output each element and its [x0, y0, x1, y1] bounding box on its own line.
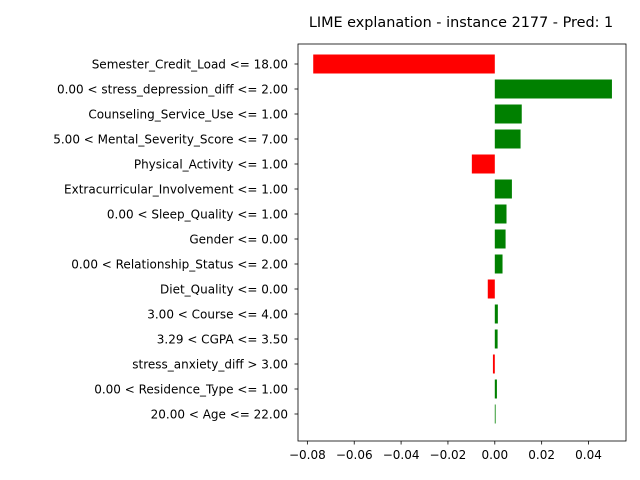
bar	[494, 179, 512, 199]
y-tick-label: 20.00 < Age <= 22.00	[151, 408, 288, 422]
y-tick-label: 0.00 < Relationship_Status <= 2.00	[71, 258, 288, 272]
y-tick-label: 3.00 < Course <= 4.00	[147, 308, 288, 322]
bar	[492, 354, 495, 374]
bar	[494, 254, 503, 274]
y-tick-labels: Semester_Credit_Load <= 18.00 0.00 < stre…	[53, 58, 298, 422]
x-tick-label: −0.04	[383, 448, 420, 462]
x-tick-label: 0.02	[528, 448, 555, 462]
bar	[487, 279, 495, 299]
x-ticks: −0.08 −0.06 −0.04 −0.02 0.00 0.02 0.04	[289, 441, 602, 462]
y-tick-label: 0.00 < stress_depression_diff <= 2.00	[57, 83, 288, 97]
y-tick-label: stress_anxiety_diff > 3.00	[132, 358, 288, 372]
y-tick-label: Gender <= 0.00	[189, 233, 288, 247]
y-tick-label: Semester_Credit_Load <= 18.00	[92, 58, 288, 72]
bar	[313, 54, 495, 74]
bar	[494, 204, 507, 224]
x-tick-label: 0.04	[575, 448, 602, 462]
bar	[494, 129, 521, 149]
axes-border	[297, 43, 627, 442]
y-tick-label: Diet_Quality <= 0.00	[160, 283, 288, 297]
x-tick-label: 0.00	[481, 448, 508, 462]
axes-frame	[297, 43, 627, 442]
y-tick-label: 5.00 < Mental_Severity_Score <= 7.00	[53, 133, 288, 147]
bar	[494, 304, 498, 324]
bar	[494, 104, 522, 124]
bar	[494, 379, 497, 399]
bars-group	[313, 54, 612, 424]
y-tick-label: 0.00 < Sleep_Quality <= 1.00	[107, 208, 288, 222]
y-tick-label: Extracurricular_Involvement <= 1.00	[64, 183, 288, 197]
bar	[494, 79, 612, 99]
x-tick-label: −0.06	[336, 448, 373, 462]
bar	[471, 154, 495, 174]
chart-title: LIME explanation - instance 2177 - Pred:…	[309, 15, 613, 31]
bar	[494, 229, 506, 249]
x-tick-label: −0.08	[289, 448, 326, 462]
y-tick-label: Counseling_Service_Use <= 1.00	[88, 108, 288, 122]
y-tick-label: 0.00 < Residence_Type <= 1.00	[94, 383, 288, 397]
y-tick-label: Physical_Activity <= 1.00	[134, 158, 288, 172]
x-tick-label: −0.02	[430, 448, 467, 462]
y-tick-label: 3.29 < CGPA <= 3.50	[157, 333, 288, 347]
bar	[494, 329, 498, 349]
bar	[494, 404, 496, 424]
